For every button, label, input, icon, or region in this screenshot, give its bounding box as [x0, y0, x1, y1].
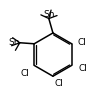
Text: Cl: Cl: [54, 79, 63, 88]
Text: Sn: Sn: [8, 38, 20, 47]
Text: Sn: Sn: [43, 10, 55, 19]
Text: Cl: Cl: [78, 64, 87, 73]
Text: Cl: Cl: [77, 38, 86, 47]
Text: Cl: Cl: [21, 69, 30, 78]
